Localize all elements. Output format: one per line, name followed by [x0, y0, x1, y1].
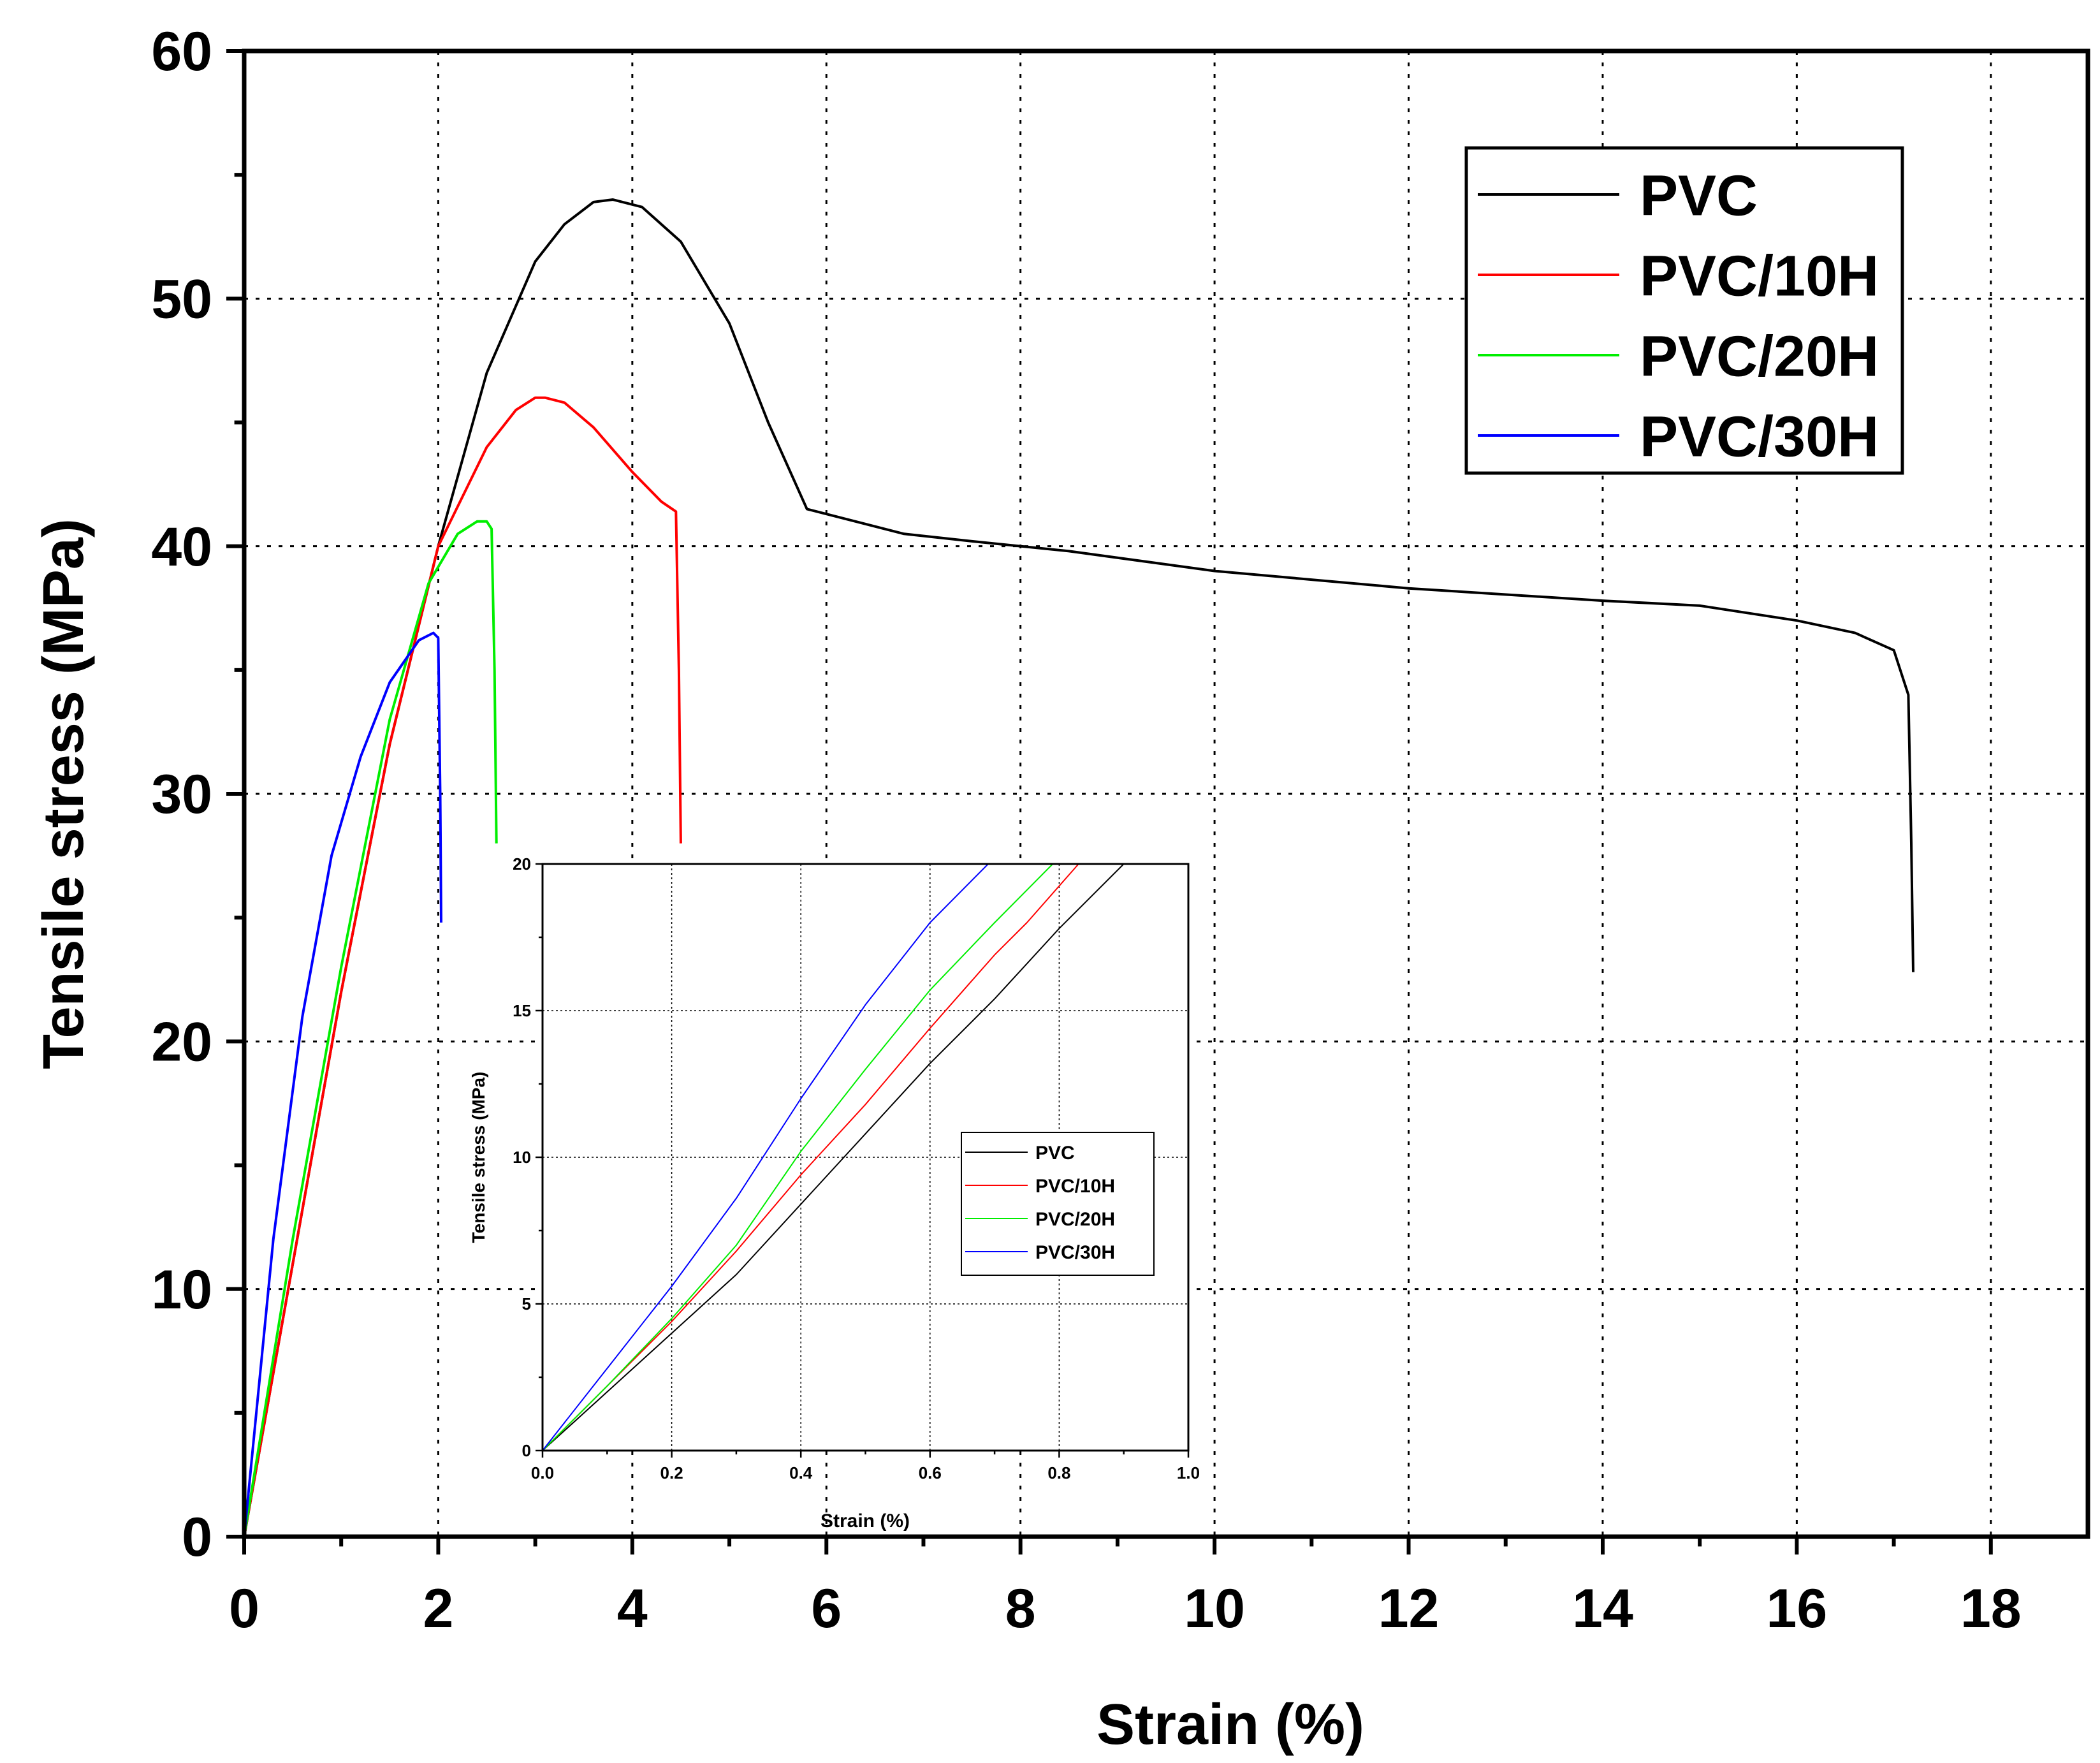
inset-y-tick-label: 20: [513, 854, 531, 874]
main-x-tick-label: 4: [617, 1578, 648, 1639]
inset-legend-label: PVC/20H: [1035, 1209, 1115, 1230]
main-y-tick-labels: 0 10 20 30 40 50 60: [151, 21, 212, 1568]
inset-x-tick-label: 0.8: [1047, 1463, 1070, 1482]
main-x-tick-label: 6: [811, 1578, 842, 1639]
main-x-tick-labels: 0 2 4 6 8 10 12 14 16 18: [229, 1578, 2022, 1639]
main-x-tick-label: 2: [423, 1578, 453, 1639]
main-legend-items: PVC PVC/10H PVC/20H PVC/30H: [1478, 164, 1879, 469]
main-y-tick-label: 10: [151, 1259, 212, 1320]
inset-y-axis-title: Tensile stress (MPa): [469, 1072, 488, 1243]
inset-series-group: [542, 863, 1125, 1451]
inset-legend-label: PVC/30H: [1035, 1242, 1115, 1263]
main-x-tick-label: 0: [229, 1578, 259, 1639]
main-y-tick-label: 50: [151, 268, 212, 330]
main-y-tick-label: 20: [151, 1011, 212, 1072]
inset-chart: 0.0 0.2 0.4 0.6 0.8 1.0 0 5 10 15 20 Strain (%) T…: [469, 854, 1200, 1532]
main-x-tick-label: 14: [1572, 1578, 1633, 1639]
main-x-tick-label: 16: [1767, 1578, 1828, 1639]
main-series-pvc-20h: [243, 520, 498, 1537]
inset-legend: PVC PVC/10H PVC/20H PVC/30H: [961, 1132, 1155, 1276]
inset-series-pvc: [542, 863, 1125, 1451]
inset-y-tick-labels: 0 5 10 15 20: [513, 854, 531, 1460]
main-legend-label: PVC/20H: [1640, 325, 1879, 388]
inset-series-pvc-20h: [542, 863, 1054, 1451]
main-x-tick-label: 12: [1378, 1578, 1440, 1639]
main-legend-label: PVC/10H: [1640, 244, 1879, 308]
main-ticks: [226, 49, 1993, 1555]
main-series-pvc-30h: [243, 631, 442, 1537]
inset-x-tick-label: 0.4: [789, 1463, 813, 1482]
inset-legend-label: PVC/10H: [1035, 1176, 1115, 1197]
inset-x-axis-title: Strain (%): [820, 1511, 910, 1532]
inset-ticks: [536, 863, 1190, 1458]
main-legend-label: PVC/30H: [1640, 405, 1879, 469]
inset-legend-items: PVC PVC/10H PVC/20H PVC/30H: [965, 1143, 1115, 1263]
inset-series-pvc-10h: [542, 863, 1079, 1451]
main-series-pvc-10h: [243, 396, 682, 1537]
main-x-axis-title: Strain (%): [1097, 1693, 1364, 1757]
inset-y-tick-label: 15: [513, 1001, 531, 1020]
inset-x-tick-label: 0.6: [919, 1463, 942, 1482]
main-y-tick-label: 40: [151, 516, 212, 578]
main-x-tick-label: 10: [1184, 1578, 1245, 1639]
main-y-tick-label: 60: [151, 21, 212, 82]
inset-x-tick-label: 0.2: [660, 1463, 683, 1482]
main-legend: PVC PVC/10H PVC/20H PVC/30H: [1464, 146, 1904, 475]
inset-y-tick-label: 0: [522, 1441, 531, 1460]
inset-y-tick-label: 5: [522, 1294, 531, 1313]
inset-y-tick-label: 10: [513, 1148, 531, 1167]
inset-legend-label: PVC: [1035, 1143, 1075, 1164]
main-legend-box: [1464, 146, 1904, 475]
inset-x-tick-label: 0.0: [531, 1463, 554, 1482]
main-x-tick-label: 8: [1005, 1578, 1036, 1639]
main-y-tick-label: 0: [182, 1507, 212, 1568]
main-series-group: [243, 198, 1914, 1537]
inset-x-tick-labels: 0.0 0.2 0.4 0.6 0.8 1.0: [531, 1463, 1200, 1482]
main-legend-label: PVC: [1640, 164, 1758, 228]
main-y-tick-label: 30: [151, 764, 212, 825]
main-x-tick-label: 18: [1960, 1578, 2022, 1639]
inset-x-tick-label: 1.0: [1177, 1463, 1200, 1482]
main-y-axis-title: Tensile stress (MPa): [32, 518, 96, 1069]
main-series-pvc: [243, 198, 1914, 1537]
inset-series-pvc-30h: [542, 863, 989, 1451]
